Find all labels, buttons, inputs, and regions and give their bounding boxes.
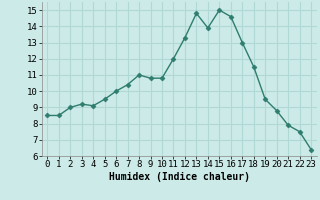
X-axis label: Humidex (Indice chaleur): Humidex (Indice chaleur) bbox=[109, 172, 250, 182]
